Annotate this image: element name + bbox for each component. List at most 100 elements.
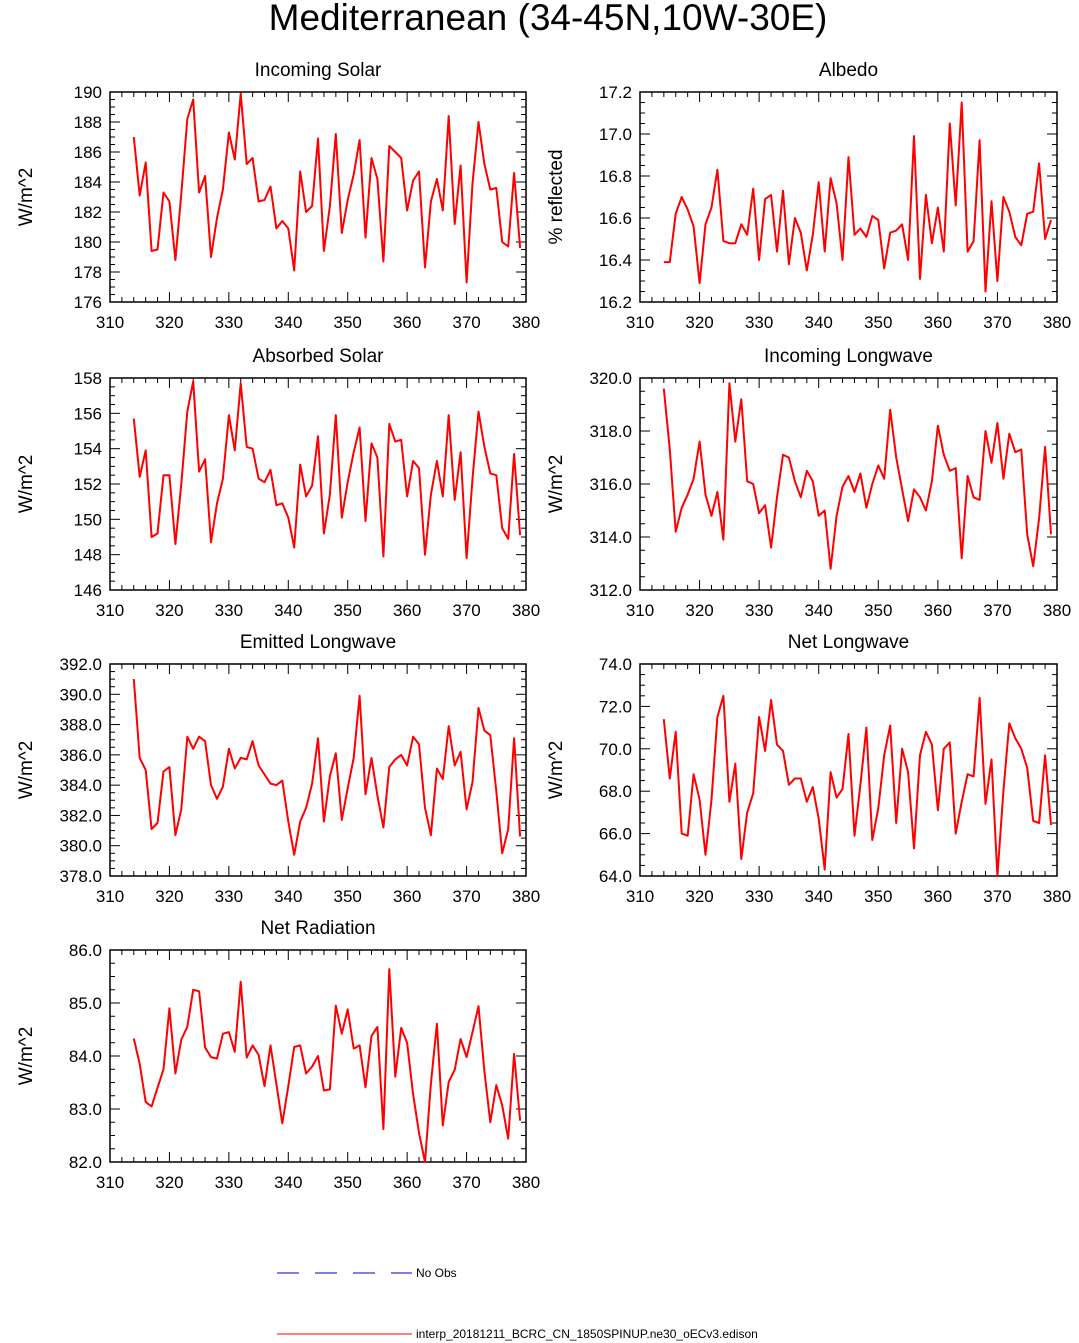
panel-title: Emitted Longwave — [240, 632, 396, 653]
x-tick-label: 310 — [96, 887, 124, 906]
x-tick-label: 310 — [626, 601, 654, 620]
y-tick-label: 318.0 — [589, 422, 632, 441]
series-line — [662, 382, 1052, 570]
panels: Incoming Solar W/m^2 310 320 330 340 350 360 370… — [16, 60, 1071, 1192]
x-tick-label: 310 — [626, 313, 654, 332]
x-tick-label: 380 — [1043, 887, 1071, 906]
x-tick-label: 340 — [274, 887, 302, 906]
x-tick-label: 320 — [685, 313, 713, 332]
x-tick-label: 310 — [626, 887, 654, 906]
x-tick-label: 330 — [215, 887, 243, 906]
plot-frame — [639, 91, 1058, 303]
x-tick-label: 380 — [1043, 313, 1071, 332]
x-tick-label: 360 — [393, 601, 421, 620]
x-tick-label: 310 — [96, 1173, 124, 1192]
series-line — [132, 92, 522, 284]
x-tick-label: 320 — [155, 601, 183, 620]
panel-title: Incoming Longwave — [764, 346, 933, 367]
y-tick-label: 85.0 — [69, 994, 102, 1013]
series-line — [132, 679, 522, 856]
x-tick-label: 370 — [452, 601, 480, 620]
x-tick-label: 350 — [334, 1173, 362, 1192]
y-tick-label: 378.0 — [59, 867, 102, 886]
x-tick-label: 370 — [452, 1173, 480, 1192]
y-tick-label: 312.0 — [589, 581, 632, 600]
y-axis-label: W/m^2 — [546, 455, 567, 514]
x-tick-label: 320 — [155, 1173, 183, 1192]
x-tick-label: 340 — [805, 313, 833, 332]
panel-incoming-longwave: Incoming Longwave W/m^2 310 320 330 340 350 360… — [546, 346, 1071, 620]
x-tick-label: 320 — [155, 313, 183, 332]
y-tick-label: 158 — [74, 369, 102, 388]
series-line — [662, 694, 1052, 877]
legend-item-model: interp_20181211_BCRC_CN_1850SPINUP.ne30_… — [277, 1327, 758, 1341]
panel-title: Absorbed Solar — [253, 346, 385, 367]
x-tick-label: 370 — [983, 313, 1011, 332]
x-tick-label: 310 — [96, 313, 124, 332]
x-tick-label: 380 — [512, 601, 540, 620]
panel-title: Albedo — [819, 60, 878, 81]
x-tick-label: 380 — [512, 887, 540, 906]
x-tick-label: 370 — [983, 887, 1011, 906]
x-tick-label: 340 — [805, 887, 833, 906]
y-tick-label: 68.0 — [599, 782, 632, 801]
y-tick-label: 17.2 — [599, 83, 632, 102]
x-tick-label: 370 — [452, 887, 480, 906]
panel-title: Incoming Solar — [255, 60, 382, 81]
y-tick-label: 146 — [74, 581, 102, 600]
x-tick-label: 330 — [215, 1173, 243, 1192]
y-tick-label: 17.0 — [599, 125, 632, 144]
figure-title: Mediterranean (34-45N,10W-30E) — [269, 0, 828, 38]
y-tick-label: 74.0 — [599, 655, 632, 674]
x-tick-label: 320 — [685, 601, 713, 620]
x-tick-label: 330 — [215, 601, 243, 620]
y-tick-label: 16.2 — [599, 293, 632, 312]
x-tick-label: 370 — [452, 313, 480, 332]
plot-frame — [109, 91, 527, 303]
panel-emitted-longwave: Emitted Longwave W/m^2 310 320 330 340 350 360 3… — [16, 632, 540, 906]
y-tick-label: 66.0 — [599, 825, 632, 844]
x-tick-label: 360 — [924, 887, 952, 906]
x-tick-label: 340 — [274, 601, 302, 620]
x-tick-label: 330 — [745, 313, 773, 332]
panel-absorbed-solar: Absorbed Solar W/m^2 310 320 330 340 350 360 370… — [16, 346, 540, 620]
x-tick-label: 360 — [924, 313, 952, 332]
series-line — [132, 968, 522, 1163]
x-tick-label: 320 — [685, 887, 713, 906]
y-axis-label: W/m^2 — [16, 168, 37, 227]
y-tick-label: 186 — [74, 143, 102, 162]
series-line — [663, 101, 1052, 293]
legend-label-no-obs: No Obs — [416, 1266, 457, 1280]
y-tick-label: 64.0 — [599, 867, 632, 886]
x-tick-label: 330 — [215, 313, 243, 332]
x-tick-label: 360 — [393, 313, 421, 332]
y-tick-label: 180 — [74, 233, 102, 252]
x-tick-label: 380 — [1043, 601, 1071, 620]
y-tick-label: 184 — [74, 173, 102, 192]
y-tick-label: 188 — [74, 113, 102, 132]
y-tick-label: 392.0 — [59, 655, 102, 674]
x-tick-label: 310 — [96, 601, 124, 620]
x-tick-label: 340 — [274, 1173, 302, 1192]
panel-incoming-solar: Incoming Solar W/m^2 310 320 330 340 350 360 370… — [16, 60, 540, 332]
x-tick-label: 350 — [334, 313, 362, 332]
x-tick-label: 380 — [512, 313, 540, 332]
panel-net-longwave: Net Longwave W/m^2 310 320 330 340 350 360 370 38… — [546, 632, 1071, 906]
y-tick-label: 72.0 — [599, 697, 632, 716]
x-tick-label: 360 — [393, 1173, 421, 1192]
y-tick-label: 386.0 — [59, 746, 102, 765]
x-tick-label: 350 — [334, 601, 362, 620]
panel-albedo: Albedo % reflected 310 320 330 340 350 360 370 38… — [546, 60, 1071, 332]
y-tick-label: 70.0 — [599, 740, 632, 759]
x-tick-label: 380 — [512, 1173, 540, 1192]
x-tick-label: 320 — [155, 887, 183, 906]
panel-net-radiation: Net Radiation W/m^2 310 320 330 340 350 360 370 3… — [16, 918, 540, 1192]
x-tick-label: 330 — [745, 887, 773, 906]
legend: No Obs interp_20181211_BCRC_CN_1850SPINU… — [277, 1266, 758, 1341]
y-tick-label: 320.0 — [589, 369, 632, 388]
plot-frame — [109, 377, 527, 591]
x-tick-label: 350 — [864, 887, 892, 906]
y-tick-label: 178 — [74, 263, 102, 282]
x-tick-label: 370 — [983, 601, 1011, 620]
